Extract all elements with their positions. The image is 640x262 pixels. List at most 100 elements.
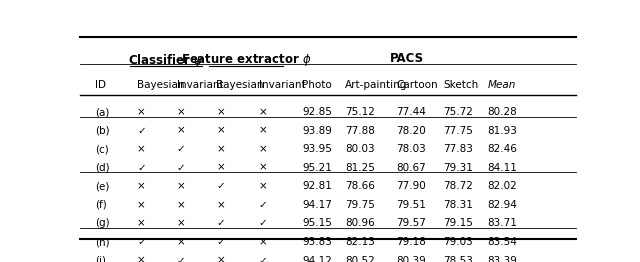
Text: 82.13: 82.13 [346,237,375,247]
Text: ×: × [177,181,186,191]
Text: ×: × [177,219,186,228]
Text: (e): (e) [95,181,109,191]
Text: Bayesian: Bayesian [216,80,264,90]
Text: 82.46: 82.46 [488,144,518,154]
Text: 94.12: 94.12 [302,255,332,262]
Text: 79.03: 79.03 [444,237,474,247]
Text: ×: × [216,163,225,173]
Text: 78.66: 78.66 [346,181,375,191]
Text: ×: × [216,144,225,154]
Text: ✓: ✓ [259,200,268,210]
Text: ×: × [259,163,268,173]
Text: 77.90: 77.90 [396,181,426,191]
Text: 93.89: 93.89 [302,126,332,136]
Text: 80.96: 80.96 [346,219,375,228]
Text: (i): (i) [95,255,106,262]
Text: ×: × [137,200,146,210]
Text: 79.15: 79.15 [444,219,474,228]
Text: 95.21: 95.21 [302,163,332,173]
Text: ✓: ✓ [137,126,146,136]
Text: 80.67: 80.67 [396,163,426,173]
Text: 95.15: 95.15 [302,219,332,228]
Text: 79.57: 79.57 [396,219,426,228]
Text: Bayesian: Bayesian [137,80,184,90]
Text: 82.94: 82.94 [488,200,518,210]
Text: Art-painting: Art-painting [346,80,408,90]
Text: 84.11: 84.11 [488,163,518,173]
Text: (h): (h) [95,237,109,247]
Text: 78.72: 78.72 [444,181,474,191]
Text: ✓: ✓ [259,255,268,262]
Text: ×: × [177,107,186,117]
Text: ID: ID [95,80,106,90]
Text: Sketch: Sketch [444,80,479,90]
Text: 79.31: 79.31 [444,163,474,173]
Text: (g): (g) [95,219,109,228]
Text: ×: × [259,107,268,117]
Text: 78.53: 78.53 [444,255,474,262]
Text: ×: × [259,144,268,154]
Text: ✓: ✓ [137,163,146,173]
Text: Feature extractor $\phi$: Feature extractor $\phi$ [181,52,312,68]
Text: ✓: ✓ [259,219,268,228]
Text: 77.88: 77.88 [346,126,375,136]
Text: 78.31: 78.31 [444,200,474,210]
Text: 83.39: 83.39 [488,255,518,262]
Text: 77.44: 77.44 [396,107,426,117]
Text: ×: × [137,219,146,228]
Text: ×: × [137,107,146,117]
Text: Invariant: Invariant [177,80,223,90]
Text: Invariant: Invariant [259,80,305,90]
Text: ×: × [137,144,146,154]
Text: 79.75: 79.75 [346,200,375,210]
Text: Mean: Mean [488,80,516,90]
Text: 80.28: 80.28 [488,107,518,117]
Text: 93.95: 93.95 [302,144,332,154]
Text: 93.83: 93.83 [302,237,332,247]
Text: ✓: ✓ [137,237,146,247]
Text: ×: × [177,237,186,247]
Text: 77.75: 77.75 [444,126,474,136]
Text: (b): (b) [95,126,109,136]
Text: 79.18: 79.18 [396,237,426,247]
Text: ×: × [259,126,268,136]
Text: ×: × [137,181,146,191]
Text: (a): (a) [95,107,109,117]
Text: ✓: ✓ [216,181,225,191]
Text: (d): (d) [95,163,109,173]
Text: 79.51: 79.51 [396,200,426,210]
Text: 78.03: 78.03 [396,144,426,154]
Text: ×: × [259,237,268,247]
Text: (f): (f) [95,200,107,210]
Text: ×: × [216,107,225,117]
Text: ✓: ✓ [177,255,186,262]
Text: 80.03: 80.03 [346,144,375,154]
Text: ✓: ✓ [177,163,186,173]
Text: 78.20: 78.20 [396,126,426,136]
Text: 80.52: 80.52 [346,255,375,262]
Text: 94.17: 94.17 [302,200,332,210]
Text: 83.54: 83.54 [488,237,518,247]
Text: 80.39: 80.39 [396,255,426,262]
Text: 81.93: 81.93 [488,126,518,136]
Text: 75.72: 75.72 [444,107,474,117]
Text: 92.81: 92.81 [302,181,332,191]
Text: ✓: ✓ [177,144,186,154]
Text: ×: × [216,126,225,136]
Text: ×: × [137,255,146,262]
Text: Classifier $\psi$: Classifier $\psi$ [128,52,204,69]
Text: ×: × [216,255,225,262]
Text: ×: × [259,181,268,191]
Text: ×: × [216,200,225,210]
Text: 92.85: 92.85 [302,107,332,117]
Text: Cartoon: Cartoon [396,80,438,90]
Text: ×: × [177,126,186,136]
Text: ✓: ✓ [216,237,225,247]
Text: 82.02: 82.02 [488,181,518,191]
Text: 83.71: 83.71 [488,219,518,228]
Text: 75.12: 75.12 [346,107,375,117]
Text: ×: × [177,200,186,210]
Text: 81.25: 81.25 [346,163,375,173]
Text: Photo: Photo [302,80,332,90]
Text: PACS: PACS [390,52,424,65]
